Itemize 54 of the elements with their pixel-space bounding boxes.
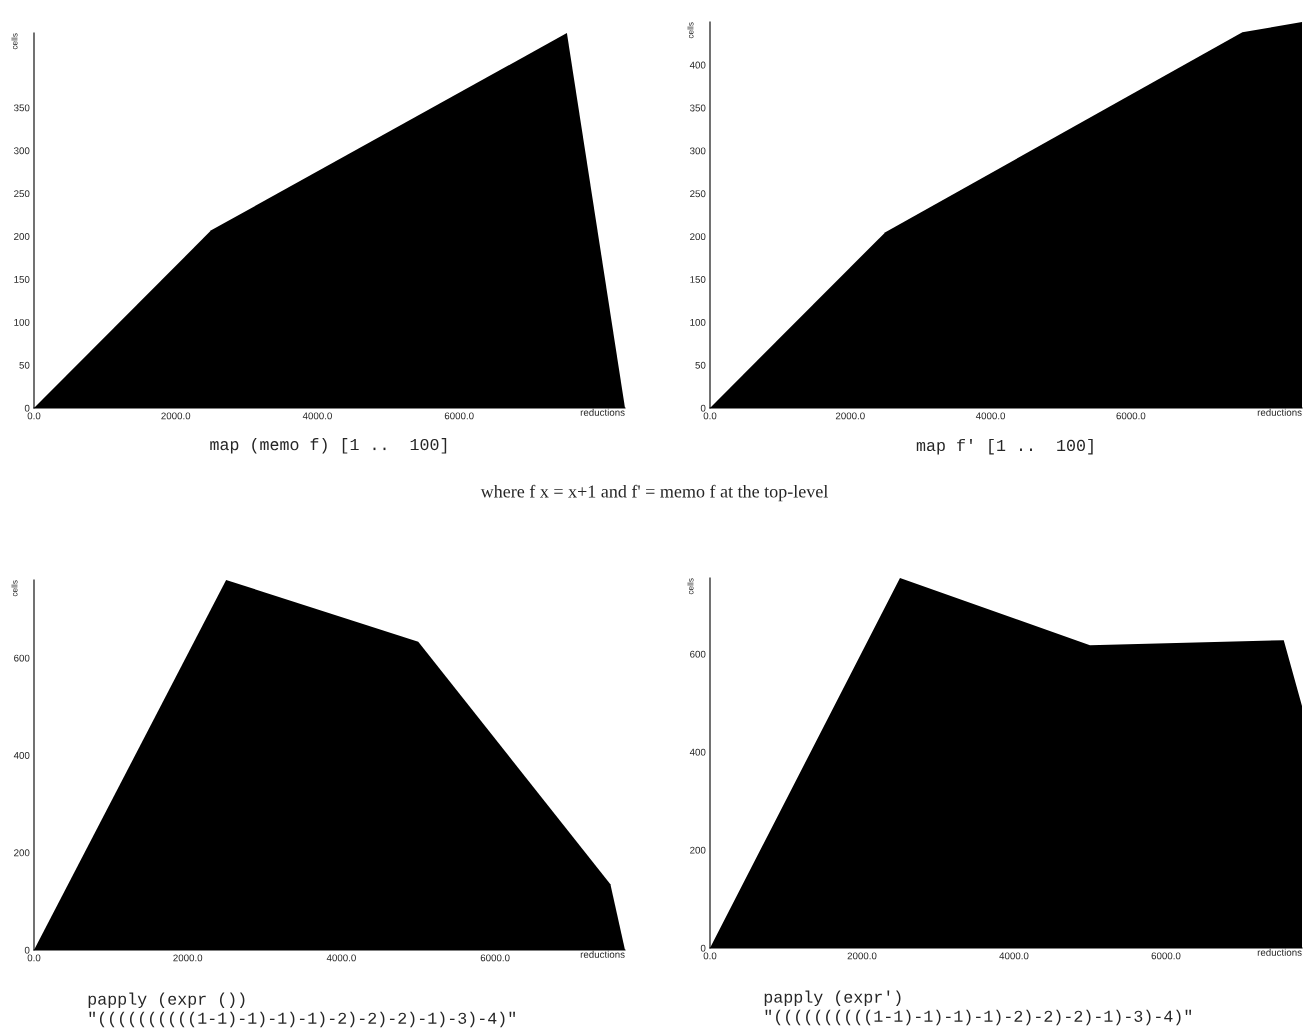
- x-tick-label: 6000.0: [1151, 952, 1181, 960]
- x-tick-label: 0.0: [27, 954, 41, 962]
- x-tick-label: 4000.0: [302, 412, 332, 420]
- y-tick-label: 350: [13, 104, 30, 112]
- x-tick-label: 2000.0: [161, 412, 191, 420]
- y-tick-label: 250: [690, 190, 706, 198]
- y-tick-label: 0: [24, 946, 30, 954]
- y-axis-title: cells: [11, 580, 18, 597]
- y-axis-title: cells: [687, 22, 694, 39]
- text: map f' [1 .. 100]: [916, 438, 1093, 455]
- y-tick-label: 100: [14, 318, 30, 326]
- text: map (memo f) [1 .. 100]: [210, 438, 447, 454]
- x-tick-label: 4000.0: [326, 954, 356, 962]
- x-axis-title: reductions: [580, 950, 625, 958]
- y-tick-label: 0: [24, 404, 30, 412]
- y-tick-label: 50: [19, 361, 30, 369]
- y-tick-label: 200: [690, 846, 706, 854]
- y-tick-label: 350: [689, 104, 706, 112]
- y-tick-label: 200: [690, 233, 706, 241]
- y-tick-label: 0: [700, 944, 706, 952]
- y-tick-label: 300: [689, 147, 706, 155]
- x-axis-title: reductions: [1257, 408, 1302, 416]
- y-axis-title: cells: [11, 33, 18, 50]
- y-tick-label: 600: [14, 654, 30, 662]
- text: papply (expr') "((((((((((1-1)-1)-1)-1)-2)-2)-2)-1)-3)-4)": [764, 990, 1192, 1026]
- y-tick-label: 200: [14, 233, 30, 240]
- x-axis-title: reductions: [1257, 948, 1302, 956]
- y-tick-label: 150: [690, 276, 706, 283]
- x-tick-label: 2000.0: [847, 952, 877, 960]
- x-axis-title: reductions: [580, 408, 625, 416]
- y-tick-label: 600: [690, 650, 706, 658]
- text: papply (expr ()) "((((((((((1-1)-1)-1)-1)-2)-2)-2)-1)-3)-4)": [88, 992, 515, 1028]
- y-tick-label: 400: [13, 752, 30, 759]
- x-tick-label: 0.0: [703, 952, 717, 960]
- y-tick-label: 0: [700, 404, 706, 412]
- x-tick-label: 2000.0: [835, 412, 865, 420]
- y-tick-label: 50: [695, 361, 706, 369]
- y-tick-label: 400: [689, 748, 706, 756]
- y-tick-label: 400: [689, 61, 706, 69]
- y-tick-label: 150: [14, 276, 30, 283]
- x-tick-label: 6000.0: [1116, 412, 1146, 420]
- x-tick-label: 0.0: [27, 412, 41, 420]
- y-tick-label: 200: [14, 849, 30, 857]
- x-tick-label: 6000.0: [480, 954, 510, 962]
- x-tick-label: 6000.0: [444, 412, 474, 420]
- x-tick-label: 4000.0: [975, 412, 1006, 420]
- text: where f x = x+1 and f' = memo f at the top-level: [480, 484, 828, 502]
- y-tick-label: 100: [690, 318, 706, 326]
- y-tick-label: 250: [14, 190, 30, 198]
- x-tick-label: 2000.0: [173, 954, 203, 962]
- x-tick-label: 0.0: [703, 412, 717, 420]
- y-tick-label: 300: [13, 147, 30, 155]
- x-tick-label: 4000.0: [999, 952, 1029, 960]
- y-axis-title: cells: [687, 578, 694, 595]
